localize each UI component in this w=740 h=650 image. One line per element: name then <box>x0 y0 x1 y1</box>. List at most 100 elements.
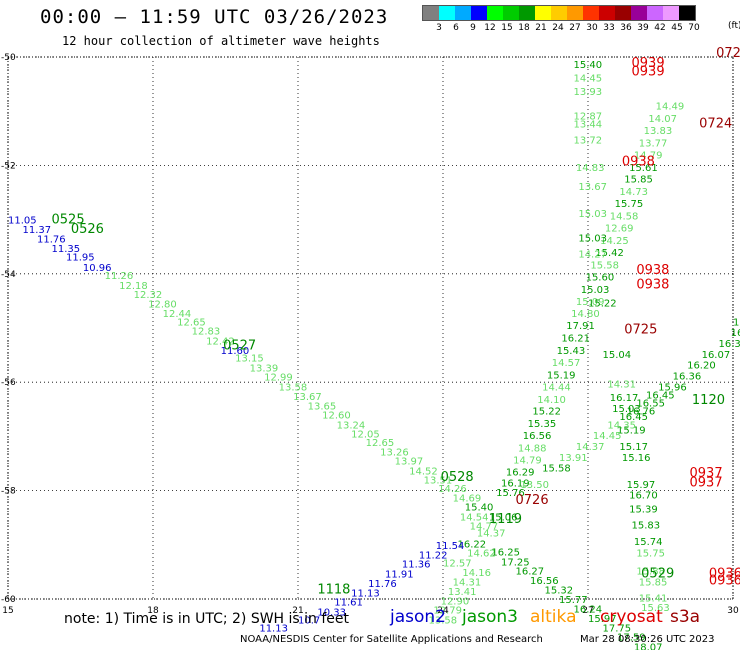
pass-time-label: 0937 <box>690 466 723 481</box>
legend-swatch <box>423 6 439 20</box>
wave-height-value: 16.36 <box>673 371 702 382</box>
longitude-tick-label: 15 <box>2 606 13 616</box>
wave-height-value: 16.17 <box>610 393 639 404</box>
wave-height-value: 15.74 <box>634 537 663 548</box>
legend-swatch <box>503 6 519 20</box>
legend-tick-label: 21 <box>535 23 547 33</box>
wave-height-value: 16.20 <box>687 361 716 372</box>
pass-time-label: 0936 <box>709 566 740 581</box>
wave-height-value: 15.88 <box>636 567 665 578</box>
wave-height-points: 11.0511.3711.7611.3511.9510.9611.2612.18… <box>8 60 740 650</box>
wave-height-value: 12.42 <box>206 336 235 347</box>
pass-time-label: 0938 <box>622 154 655 169</box>
wave-height-value: 11.61 <box>334 598 363 609</box>
wave-height-value: 12.60 <box>322 411 351 422</box>
pass-time-label: 0527 <box>223 339 256 354</box>
legend-tick-label: 9 <box>470 23 476 33</box>
wave-height-value: 16.76 <box>627 407 656 418</box>
wave-height-value: 13.67 <box>578 182 607 193</box>
wave-height-value: 14.57 <box>552 358 581 369</box>
wave-height-value: 15.75 <box>615 199 644 210</box>
wave-height-value: 13.77 <box>639 138 668 149</box>
pass-time-label: 0937 <box>690 475 723 490</box>
wave-height-value: 12.57 <box>443 558 472 569</box>
wave-height-value: 15.32 <box>545 586 574 597</box>
wave-height-value: 15.61 <box>629 163 658 174</box>
pass-time-label: 0726 <box>516 493 549 508</box>
pass-time-label: 1118 <box>317 583 350 598</box>
legend-tick-label: 45 <box>671 23 683 33</box>
wave-height-value: 11.76 <box>37 234 66 245</box>
wave-height-value: 16.56 <box>530 576 559 587</box>
legend-tick-label: 12 <box>484 23 496 33</box>
wave-height-value: 15.83 <box>632 521 661 532</box>
legend-swatch <box>599 6 615 20</box>
legend-swatch <box>679 6 695 20</box>
wave-height-value: 15.77 <box>559 595 588 606</box>
legend-labels: 3 6 9 12 15 18 21 24 27 30 33 36 39 42 45 70 <box>422 21 700 35</box>
pass-time-label: 0528 <box>441 470 474 485</box>
wave-height-value: 14.35 <box>607 420 636 431</box>
wave-height-value: 11.35 <box>52 244 81 255</box>
wave-height-value: 11.36 <box>402 560 431 571</box>
latitude-tick-label: -50 <box>1 53 16 63</box>
longitude-tick-label: 18 <box>147 606 159 616</box>
wave-height-value: 10.96 <box>83 263 112 274</box>
wave-height-value: 13.83 <box>644 126 673 137</box>
wave-height-value: 11.60 <box>221 346 250 357</box>
wave-height-value: 12.18 <box>119 281 148 292</box>
axis-labels: 15 18 21 24 27 30 -50 -52 -54 -56 -58 -60 <box>1 53 739 616</box>
legend-tick-label: 15 <box>501 23 513 33</box>
wave-height-value: 12.65 <box>366 438 395 449</box>
wave-height-value: 12.99 <box>264 373 293 384</box>
wave-height-value: 15.03 <box>612 404 641 415</box>
wave-height-value: 15.85 <box>624 175 653 186</box>
legend-tick-label: 6 <box>453 23 459 33</box>
wave-height-value: 15.75 <box>636 549 665 560</box>
wave-height-value: 15.42 <box>595 248 624 259</box>
legend-color-bar <box>422 5 696 21</box>
wave-height-value: 15.41 <box>639 594 668 605</box>
legend-tick-label: 33 <box>603 23 615 33</box>
wave-height-value: 13.58 <box>429 615 458 626</box>
wave-height-value: 15.40 <box>465 503 494 514</box>
legend-swatch <box>615 6 631 20</box>
wave-height-value: 15.22 <box>532 407 561 418</box>
wave-height-value: 11.22 <box>419 550 448 561</box>
longitude-tick-label: 30 <box>727 606 739 616</box>
pass-time-label: 0526 <box>71 222 104 237</box>
wave-height-value: 12.69 <box>605 224 634 235</box>
wave-height-value: 16.29 <box>506 467 535 478</box>
wave-height-value: 10.7 <box>298 615 320 626</box>
wave-height-value: 15.96 <box>658 382 687 393</box>
wave-height-value: 14.07 <box>648 114 677 125</box>
wave-height-value: 11.76 <box>368 579 397 590</box>
wave-height-value: 14.37 <box>477 529 506 540</box>
wave-height-value: 11.13 <box>259 624 288 635</box>
wave-height-value: 10.33 <box>317 607 346 618</box>
wave-height-value: 12.80 <box>148 299 177 310</box>
legend-swatch <box>439 6 455 20</box>
legend-swatch <box>455 6 471 20</box>
wave-height-value: 13.72 <box>574 136 603 147</box>
wave-height-value: 13.44 <box>574 119 603 130</box>
wave-height-value: 12.44 <box>163 309 192 320</box>
wave-height-value: 13.58 <box>279 382 308 393</box>
wave-height-value: 15.19 <box>617 426 646 437</box>
legend-tick-label: 18 <box>518 23 530 33</box>
wave-height-value: 16.24 <box>574 605 603 616</box>
legend-swatch <box>567 6 583 20</box>
wave-height-value: 18.07 <box>634 642 663 650</box>
map-subtitle: 12 hour collection of altimeter wave hei… <box>62 34 380 48</box>
wave-height-value: 15.97 <box>588 614 617 625</box>
wave-height-value: 11.37 <box>23 225 52 236</box>
satellite-jason3: jason3 <box>462 607 518 627</box>
wave-height-value: 14.10 <box>537 395 566 406</box>
wave-height-value: 17.91 <box>566 321 595 332</box>
pass-time-label: 0938 <box>636 277 669 292</box>
wave-height-value: 14.31 <box>607 380 636 391</box>
wave-height-value: 14.45 <box>574 73 603 84</box>
legend-tick-label: 70 <box>688 23 700 33</box>
